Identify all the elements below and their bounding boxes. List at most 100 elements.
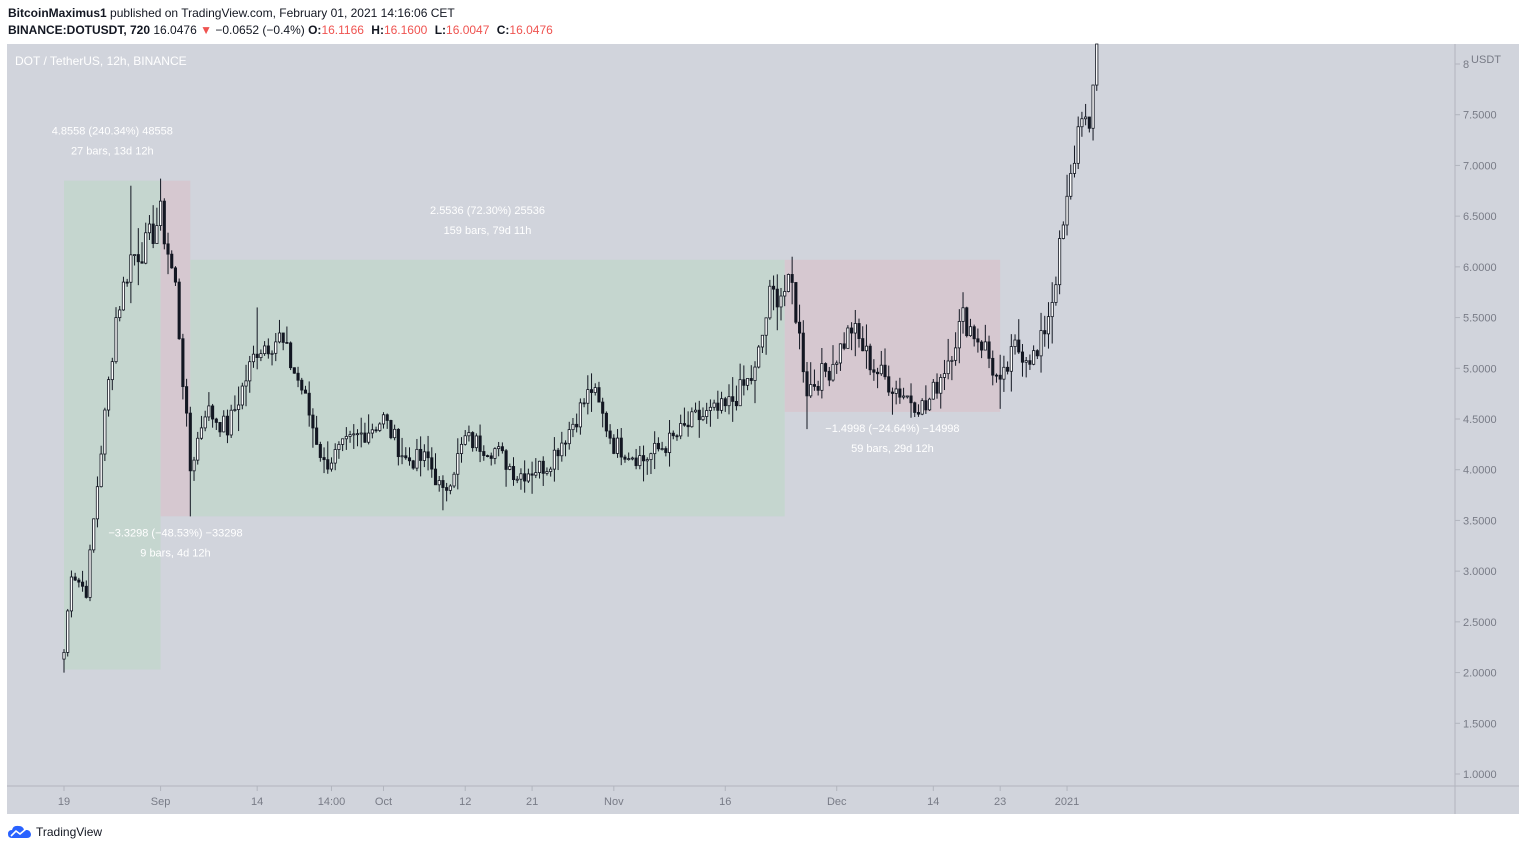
candle-body — [266, 345, 270, 355]
candle-body — [77, 579, 81, 583]
candle-body — [248, 361, 252, 382]
candle-body — [686, 424, 690, 428]
candle-body — [136, 254, 140, 263]
candle-body — [630, 457, 634, 460]
candle-body — [578, 402, 582, 428]
candle-body — [879, 364, 883, 375]
candle-body — [318, 444, 322, 458]
time-tick-label: 14 — [251, 796, 263, 808]
candles — [62, 43, 1099, 673]
candle-body — [634, 457, 638, 467]
tradingview-brand[interactable]: TradingView — [8, 825, 102, 839]
candle-body — [92, 518, 96, 551]
candle-body — [341, 438, 345, 445]
range-label-value-3: 2.5536 (72.30%) 25536 — [430, 205, 545, 217]
range-label-value-2: −3.3298 (−48.53%) −33298 — [108, 527, 242, 539]
candle-body — [81, 581, 85, 587]
price-tick-label: 7.5000 — [1463, 110, 1497, 122]
candle-body — [285, 342, 289, 344]
close-value: 16.0476 — [509, 23, 553, 37]
candle-body — [697, 409, 701, 421]
tradingview-cloud-icon — [8, 825, 31, 838]
candle-body — [965, 307, 969, 337]
candle-body — [311, 414, 315, 429]
candle-body — [445, 487, 449, 491]
candle-body — [586, 389, 590, 404]
candle-body — [779, 295, 783, 308]
candle-body — [1095, 43, 1099, 86]
candle-body — [207, 405, 211, 418]
candle-body — [987, 341, 991, 359]
candle-body — [296, 372, 300, 381]
candle-body — [437, 480, 441, 486]
candle-body — [939, 377, 943, 394]
candle-body — [798, 321, 802, 334]
candle-body — [471, 432, 475, 449]
candle-body — [961, 307, 965, 322]
candle-body — [482, 451, 486, 456]
candle-body — [645, 459, 649, 462]
candle-body — [753, 366, 757, 381]
candle-body — [419, 448, 423, 461]
candle-body — [679, 423, 683, 437]
candle-body — [378, 423, 382, 431]
candle-body — [1020, 351, 1025, 363]
candle-body — [218, 422, 222, 433]
price-tick-label: 5.5000 — [1463, 313, 1497, 325]
candle-body — [534, 472, 538, 476]
candle-body — [441, 480, 445, 488]
candle-body — [415, 448, 419, 469]
candle-body — [62, 651, 66, 660]
candle-body — [121, 281, 125, 311]
candle-body — [898, 388, 902, 398]
candle-body — [708, 406, 712, 411]
candle-body — [942, 373, 947, 378]
candle-body — [734, 401, 738, 407]
candle-body — [816, 385, 820, 391]
candle-body — [289, 342, 293, 369]
candle-body — [211, 405, 215, 420]
time-tick-label: 12 — [459, 796, 471, 808]
candle-body — [924, 400, 928, 411]
candle-body — [281, 332, 285, 343]
candle-body — [601, 401, 605, 414]
candle-body — [972, 326, 976, 340]
candle-body — [627, 458, 631, 461]
author-name[interactable]: BitcoinMaximus1 — [8, 6, 107, 20]
time-tick-label: 16 — [719, 796, 731, 808]
candle-body — [731, 396, 735, 402]
candle-body — [757, 346, 761, 368]
candle-body — [653, 442, 657, 455]
candle-body — [1035, 350, 1039, 357]
price-axis[interactable]: 1.0000 1.5000 2.0000 2.5000 3.0000 3.5000 4.00… — [1455, 59, 1497, 781]
candle-body — [887, 376, 891, 393]
candle-body — [515, 478, 519, 481]
candle-body — [69, 576, 73, 612]
candle-body — [99, 453, 103, 488]
time-tick-label: Dec — [827, 796, 847, 808]
candle-body — [954, 347, 958, 361]
candle-body — [203, 416, 207, 429]
time-axis[interactable]: 19 Sep 14 14:00 Oct 12 21 Nov 16 Dec 14 23 2021 — [58, 786, 1079, 808]
time-tick-label: 14:00 — [318, 796, 346, 808]
high-label: H: — [371, 23, 384, 37]
candle-body — [459, 443, 464, 454]
candle-body — [348, 434, 352, 437]
chart-title: DOT / TetherUS, 12h, BINANCE — [15, 54, 187, 68]
candle-body — [950, 359, 954, 362]
candle-body — [329, 462, 334, 470]
candle-body — [1024, 360, 1028, 363]
candle-body — [913, 402, 917, 413]
candle-body — [909, 395, 913, 404]
candle-body — [337, 443, 341, 450]
candle-body — [229, 409, 233, 436]
candle-body — [935, 381, 939, 394]
candle-body — [192, 459, 196, 472]
range-box-3[interactable] — [190, 259, 785, 517]
range-label-bars-2: 9 bars, 4d 12h — [140, 547, 210, 559]
candle-body — [883, 364, 887, 378]
candle-body — [582, 402, 586, 405]
candle-body — [608, 430, 612, 439]
time-tick-label: 23 — [994, 796, 1006, 808]
